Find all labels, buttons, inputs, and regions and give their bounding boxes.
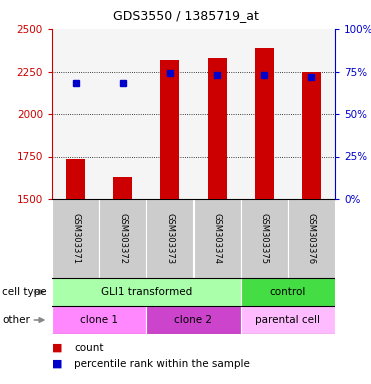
Bar	[241, 199, 288, 278]
Text: GSM303375: GSM303375	[260, 213, 269, 264]
Text: GSM303374: GSM303374	[213, 213, 221, 264]
Bar	[255, 48, 274, 199]
Bar	[288, 199, 335, 278]
Text: count: count	[74, 343, 104, 353]
Bar	[161, 60, 179, 199]
Bar	[146, 306, 241, 334]
Text: cell type: cell type	[2, 287, 47, 297]
Bar	[113, 177, 132, 199]
Bar	[241, 278, 335, 306]
Text: GSM303373: GSM303373	[165, 213, 174, 264]
Text: ■: ■	[52, 343, 62, 353]
Text: GSM303376: GSM303376	[307, 213, 316, 264]
Text: parental cell: parental cell	[255, 315, 320, 325]
Bar	[99, 199, 146, 278]
Text: ■: ■	[52, 359, 62, 369]
Text: GSM303371: GSM303371	[71, 213, 80, 264]
Text: GSM303372: GSM303372	[118, 213, 127, 264]
Text: other: other	[2, 315, 30, 325]
Text: GDS3550 / 1385719_at: GDS3550 / 1385719_at	[112, 10, 259, 23]
Bar	[241, 306, 335, 334]
Bar	[146, 199, 194, 278]
Bar	[194, 199, 241, 278]
Text: clone 1: clone 1	[80, 315, 118, 325]
Bar	[66, 159, 85, 199]
Bar	[52, 278, 241, 306]
Bar	[302, 72, 321, 199]
Text: percentile rank within the sample: percentile rank within the sample	[74, 359, 250, 369]
Bar	[52, 199, 99, 278]
Text: clone 2: clone 2	[174, 315, 213, 325]
Text: control: control	[270, 287, 306, 297]
Bar	[208, 58, 227, 199]
Text: GLI1 transformed: GLI1 transformed	[101, 287, 192, 297]
Bar	[52, 306, 146, 334]
